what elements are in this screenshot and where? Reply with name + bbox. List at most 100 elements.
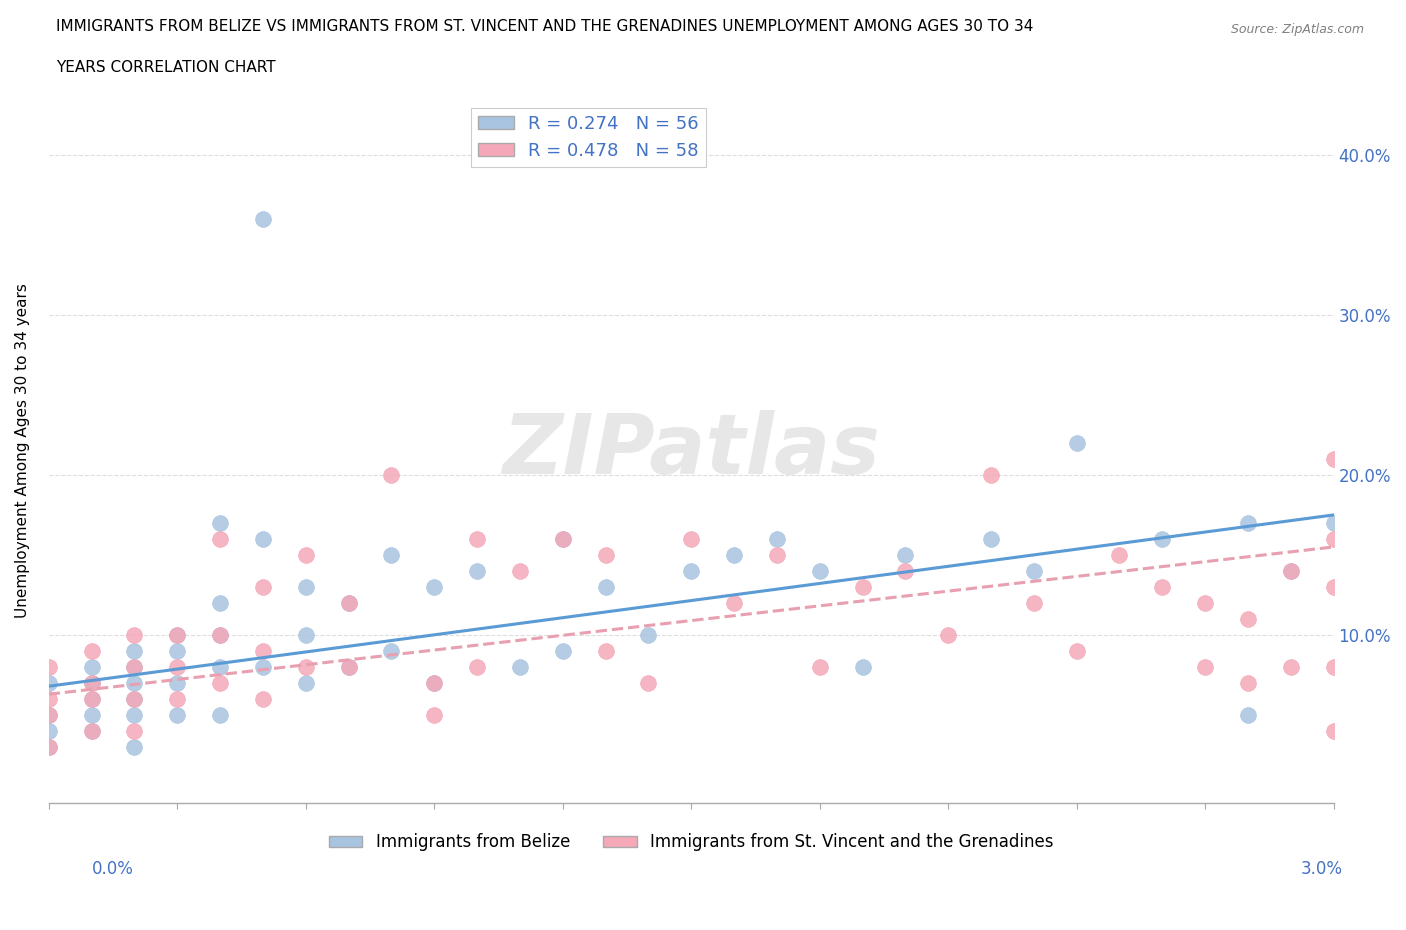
Point [1279, 564, 1302, 578]
Point [166, 675, 188, 690]
Point [980, 468, 1002, 483]
Point [38, 675, 60, 690]
Point [124, 739, 146, 754]
Point [766, 532, 789, 547]
Point [294, 675, 316, 690]
Point [509, 564, 531, 578]
Point [252, 644, 274, 658]
Point [124, 659, 146, 674]
Point [294, 659, 316, 674]
Point [380, 548, 402, 563]
Point [337, 595, 360, 610]
Point [209, 628, 232, 643]
Point [80, 724, 103, 738]
Point [465, 564, 488, 578]
Point [124, 659, 146, 674]
Point [80, 724, 103, 738]
Point [38, 724, 60, 738]
Text: Source: ZipAtlas.com: Source: ZipAtlas.com [1230, 23, 1364, 36]
Point [851, 659, 873, 674]
Point [80, 692, 103, 707]
Point [1108, 548, 1130, 563]
Point [166, 692, 188, 707]
Point [423, 675, 446, 690]
Point [337, 595, 360, 610]
Point [1323, 515, 1346, 530]
Point [38, 739, 60, 754]
Point [465, 659, 488, 674]
Point [637, 628, 659, 643]
Point [551, 532, 574, 547]
Point [124, 708, 146, 723]
Point [894, 564, 917, 578]
Point [124, 724, 146, 738]
Point [595, 548, 617, 563]
Point [723, 595, 745, 610]
Point [1022, 595, 1045, 610]
Point [294, 628, 316, 643]
Point [1152, 532, 1174, 547]
Point [166, 628, 188, 643]
Point [894, 548, 917, 563]
Point [681, 532, 703, 547]
Text: IMMIGRANTS FROM BELIZE VS IMMIGRANTS FROM ST. VINCENT AND THE GRENADINES UNEMPLO: IMMIGRANTS FROM BELIZE VS IMMIGRANTS FRO… [56, 19, 1033, 33]
Point [1279, 564, 1302, 578]
Point [808, 564, 831, 578]
Point [124, 675, 146, 690]
Point [209, 595, 232, 610]
Point [124, 692, 146, 707]
Point [252, 532, 274, 547]
Point [166, 628, 188, 643]
Text: YEARS CORRELATION CHART: YEARS CORRELATION CHART [56, 60, 276, 75]
Point [1323, 579, 1346, 594]
Point [1152, 579, 1174, 594]
Point [936, 628, 959, 643]
Point [209, 675, 232, 690]
Point [1237, 675, 1260, 690]
Point [166, 644, 188, 658]
Point [80, 675, 103, 690]
Point [166, 708, 188, 723]
Point [808, 659, 831, 674]
Point [252, 659, 274, 674]
Point [294, 548, 316, 563]
Point [38, 708, 60, 723]
Point [1194, 595, 1216, 610]
Point [80, 708, 103, 723]
Point [551, 644, 574, 658]
Point [209, 628, 232, 643]
Point [595, 644, 617, 658]
Point [252, 579, 274, 594]
Point [509, 659, 531, 674]
Point [1323, 532, 1346, 547]
Point [1279, 659, 1302, 674]
Point [1323, 659, 1346, 674]
Point [1323, 724, 1346, 738]
Point [38, 708, 60, 723]
Point [423, 708, 446, 723]
Point [337, 659, 360, 674]
Point [465, 532, 488, 547]
Point [1237, 612, 1260, 627]
Point [1237, 515, 1260, 530]
Point [124, 692, 146, 707]
Point [551, 532, 574, 547]
Point [209, 515, 232, 530]
Text: 3.0%: 3.0% [1301, 860, 1343, 878]
Point [166, 659, 188, 674]
Point [1066, 644, 1088, 658]
Text: 0.0%: 0.0% [91, 860, 134, 878]
Point [209, 532, 232, 547]
Point [80, 659, 103, 674]
Point [80, 644, 103, 658]
Text: ZIPatlas: ZIPatlas [502, 410, 880, 491]
Y-axis label: Unemployment Among Ages 30 to 34 years: Unemployment Among Ages 30 to 34 years [15, 284, 30, 618]
Point [1237, 708, 1260, 723]
Point [851, 579, 873, 594]
Point [38, 739, 60, 754]
Point [1194, 659, 1216, 674]
Point [80, 692, 103, 707]
Point [595, 579, 617, 594]
Point [637, 675, 659, 690]
Point [294, 579, 316, 594]
